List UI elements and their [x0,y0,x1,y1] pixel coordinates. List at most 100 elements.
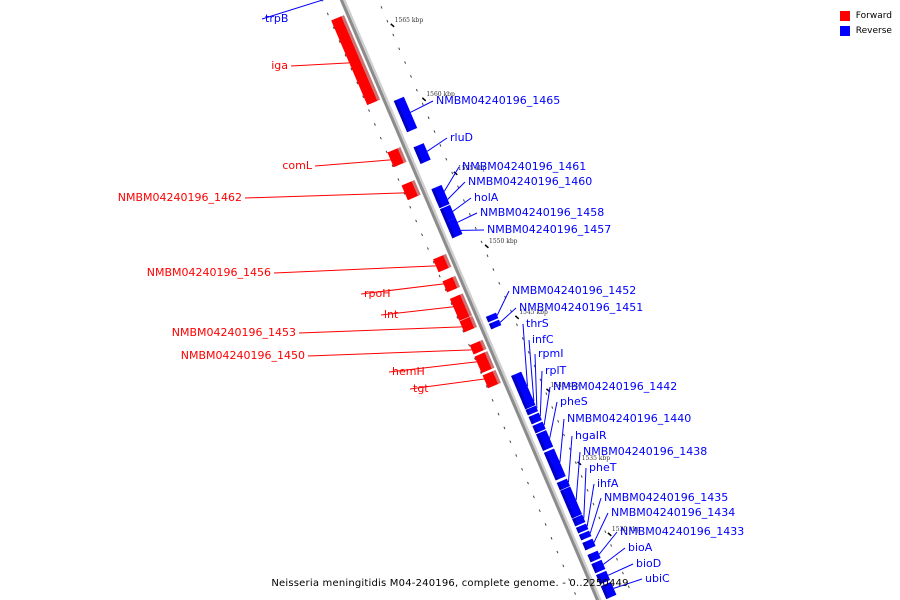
gene-shading [413,146,424,164]
gene-rpmI [525,405,539,416]
gene-label-NMBM04240196_1460: NMBM04240196_1460 [468,175,592,188]
tick-dot [444,288,447,292]
tick-dot [457,185,460,189]
gene-label-rluD: rluD [450,131,473,144]
gene-NMBM04240196_1460 [435,194,450,209]
leader-line [380,305,465,316]
tick-dot [527,481,529,485]
gene-body [560,486,583,519]
tick-dot [462,329,465,333]
gene-body [442,277,458,293]
gene-shading [560,489,575,519]
gene-shading [578,533,585,541]
gene-body [387,148,404,168]
gene-labels: trpB iga NMBM04240196_1465 rluD comL NMBM0424… [118,0,744,589]
gene-bioD [596,570,611,585]
leader-line [261,0,325,20]
scale-tick-label: 1530 kbp [612,526,641,533]
leader-line [528,339,535,402]
gene-shading [449,229,456,239]
gene-holA [439,204,456,223]
forward-swatch [839,10,850,21]
strand-legend: Forward Reverse [839,8,892,38]
leader-line [549,401,558,439]
gene-ihfA [575,523,589,534]
gene-body [543,448,566,481]
scale-tick-label: 1555 kbp [458,165,487,172]
leader-line [290,62,350,67]
tick-dot [468,343,471,347]
gene-features [331,15,617,600]
gene-NMBM04240196_1458 [445,217,460,232]
gene-comL [387,147,407,168]
gene-label-infC: infC [532,333,554,346]
gene-bioA [591,559,606,574]
tick-dot [491,398,494,402]
gene-label-NMBM04240196_1440: NMBM04240196_1440 [567,412,691,425]
legend-reverse: Reverse [839,23,892,38]
gene-thrS [511,371,534,406]
tick-dot [521,337,524,340]
gene-label-comL: comL [282,159,312,172]
gene-shading [393,99,410,133]
leader-line [307,349,472,357]
tick-dot [386,19,389,23]
tick-dot [521,467,524,471]
tick-dot [479,371,482,375]
leader-line [589,497,602,534]
leader-line [559,418,565,463]
gene-label-thrS: thrS [526,317,549,330]
tick-dot [421,102,424,106]
tick-dot [586,488,589,492]
gene-shading [492,369,501,384]
gene-body [482,371,499,389]
tick-dot [498,281,501,285]
tick-dot [486,254,489,258]
gene-shading [532,424,539,434]
tick-marks: 1565 kbp 1560 kbp 1555 kbp 1550 kbp 1545 kbp… [321,0,641,595]
tick-dot [373,123,376,126]
gene-label-iga: iga [271,59,288,72]
tick-dot [456,316,459,319]
gene-label-bioD: bioD [636,557,661,570]
tick-dot [426,247,429,250]
backbone-shadow [341,0,602,600]
tick-dot [433,130,436,133]
gene-pheS [536,430,554,451]
gene-shading [397,147,407,163]
tick-dot [550,536,553,540]
tick-dot [391,164,394,168]
tick-dot [592,502,595,506]
leader-line [410,100,434,113]
gene-body [459,317,475,333]
legend-forward-label: Forward [855,10,892,21]
gene-tgt [482,369,501,389]
tick-dot [574,592,577,595]
gene-body [536,430,554,451]
leader-line [598,531,618,555]
gene-shading [556,481,563,491]
scale-tick-label: 1535 kbp [582,455,611,462]
gene-ubiC [600,581,617,600]
tick-dot [485,385,488,388]
tick-dot [616,557,618,561]
gene-label-NMBM04240196_1442: NMBM04240196_1442 [553,380,677,393]
tick-dot [421,233,423,237]
gene-rpoH [442,275,461,293]
tick-dot [557,419,560,423]
gene-NMBM04240196_1435 [578,530,592,541]
scale-tick-label: 1550 kbp [489,238,518,245]
gene-label-rpmI: rpmI [538,347,563,360]
genome-caption: Neisseria meningitidis M04-240196, compl… [271,578,629,589]
tick-dot [509,440,512,444]
leader-line [273,265,436,274]
gene-shading [341,15,381,101]
gene-label-ihfA: ihfA [597,477,619,490]
leader-line [567,435,573,483]
tick-dot [344,54,347,57]
gene-hemH [474,351,495,374]
gene-NMBM04240196_1453 [459,315,478,333]
gene-NMBM04240196_1433 [587,550,601,563]
leader-line [583,467,587,519]
gene-shading [469,315,478,329]
